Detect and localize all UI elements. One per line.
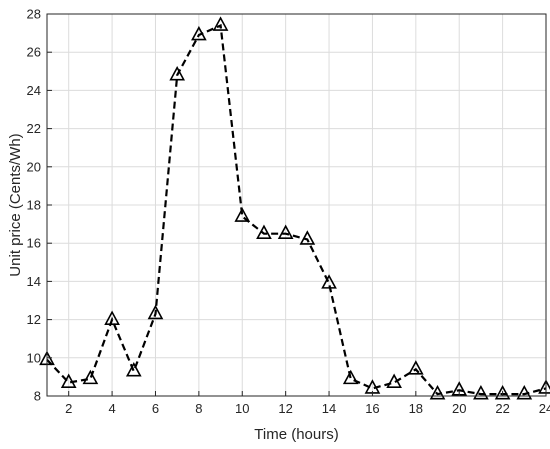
x-tick-label: 4 — [108, 401, 115, 416]
data-point-marker — [104, 310, 120, 325]
data-point-marker — [191, 25, 207, 41]
y-tick-label: 24 — [27, 83, 41, 98]
x-tick-label: 8 — [195, 401, 202, 416]
data-point-marker — [494, 384, 511, 400]
data-point-marker — [473, 384, 489, 400]
grid — [47, 13, 547, 397]
x-tick-label: 2 — [65, 401, 72, 416]
data-point-marker — [342, 369, 359, 385]
y-tick-label: 16 — [27, 236, 41, 251]
y-tick-label: 14 — [27, 274, 41, 289]
x-tick-label: 22 — [495, 401, 509, 416]
series-layer — [39, 16, 550, 400]
y-tick-label: 22 — [27, 121, 41, 136]
y-tick-label: 26 — [27, 45, 41, 60]
data-point-marker — [169, 66, 186, 81]
data-point-marker — [82, 369, 99, 385]
y-tick-label: 20 — [27, 159, 41, 174]
data-point-marker — [60, 373, 77, 388]
y-tick-label: 8 — [34, 389, 41, 404]
data-point-marker — [407, 360, 424, 375]
data-point-marker — [125, 362, 142, 377]
data-point-marker — [256, 224, 272, 240]
data-point-marker — [147, 304, 164, 320]
data-point-marker — [277, 224, 294, 240]
y-tick-label: 12 — [27, 312, 41, 327]
data-point-marker — [538, 379, 550, 394]
x-tick-label: 12 — [278, 401, 292, 416]
x-axis-label: Time (hours) — [254, 426, 338, 443]
data-point-marker — [429, 384, 446, 400]
y-tick-label: 28 — [27, 7, 41, 22]
x-tick-label: 16 — [365, 401, 379, 416]
x-tick-label: 24 — [539, 401, 550, 416]
x-tick-label: 10 — [235, 401, 249, 416]
data-point-marker — [299, 230, 316, 245]
data-point-marker — [212, 16, 229, 31]
y-tick-label: 10 — [27, 350, 41, 365]
x-tick-label: 14 — [322, 401, 336, 416]
data-point-marker — [386, 373, 402, 388]
y-axis-label: Unit price (Cents/Wh) — [7, 133, 24, 276]
series-line — [46, 23, 547, 396]
data-point-marker — [321, 274, 337, 289]
y-tick-label: 18 — [27, 198, 41, 213]
data-point-marker — [234, 207, 251, 222]
x-tick-label: 6 — [152, 401, 159, 416]
tick-labels: 2 4 6 8 10 12 14 16 18 20 22 2481012141618202224262… — [27, 7, 550, 417]
data-point-marker — [516, 384, 533, 400]
x-tick-label: 18 — [409, 401, 423, 416]
x-tick-label: 20 — [452, 401, 466, 416]
